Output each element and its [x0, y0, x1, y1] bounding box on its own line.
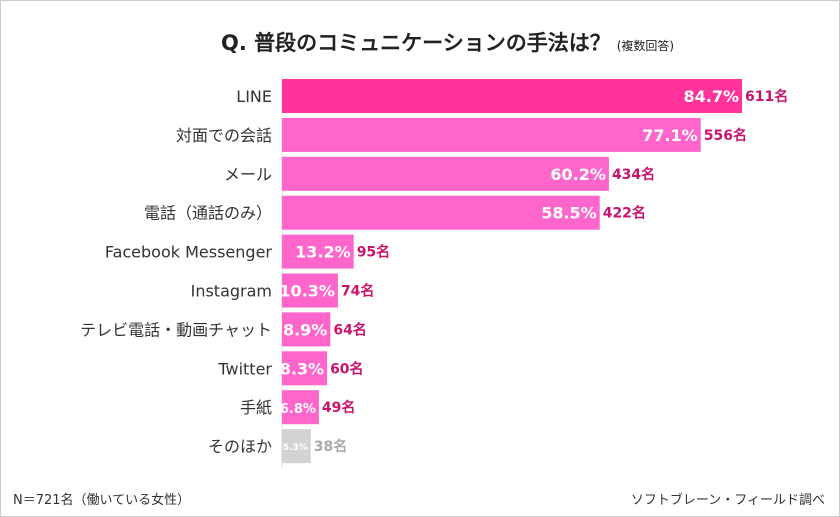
value-label: 10.3% [279, 282, 335, 301]
sample-note: N＝721名（働いている女性） [13, 493, 191, 508]
bar [282, 312, 331, 347]
title-text: Q. 普段のコミュニケーションの手法は？ [221, 31, 611, 55]
bar [282, 117, 701, 152]
value-label: 8.9% [283, 320, 327, 339]
count-label: 38名 [314, 438, 347, 455]
category-label: テレビ電話・動画チャット [80, 320, 272, 339]
count-label: 95名 [357, 244, 390, 261]
bar [282, 273, 338, 308]
count-label: 422名 [603, 205, 646, 222]
category-label: LINE [236, 87, 272, 106]
chart-title: Q. 普段のコミュニケーションの手法は？ (複数回答) [221, 27, 674, 57]
category-label: Facebook Messenger [105, 243, 273, 262]
value-label: 84.7% [683, 87, 739, 106]
category-label: Instagram [191, 282, 272, 301]
value-label: 58.5% [541, 204, 597, 223]
count-label: 60名 [330, 360, 363, 377]
count-label: 611名 [745, 88, 788, 105]
bar [282, 390, 319, 425]
category-label: 電話（通話のみ） [144, 204, 272, 223]
category-label: メール [224, 165, 272, 184]
category-label: Twitter [217, 359, 272, 378]
count-label: 74名 [341, 283, 374, 300]
bar [282, 79, 742, 113]
count-label: 434名 [612, 166, 655, 183]
category-label: 手紙 [240, 398, 272, 417]
bar [282, 234, 354, 269]
bar [282, 351, 328, 386]
category-label: 対面での会話 [176, 126, 272, 145]
chart-subtitle: (複数回答) [616, 39, 675, 53]
value-label: 60.2% [550, 165, 606, 184]
value-label: 13.2% [295, 243, 351, 262]
bar [282, 156, 609, 191]
value-label: 77.1% [642, 126, 698, 145]
count-label: 64名 [333, 321, 366, 338]
value-label: 5.3% [283, 443, 308, 453]
count-label: 49名 [322, 399, 355, 416]
value-label: 6.8% [280, 402, 316, 417]
source-note: ソフトブレーン・フィールド調べ [630, 493, 825, 508]
bar [282, 195, 600, 230]
value-label: 8.3% [280, 359, 324, 378]
category-label: そのほか [208, 437, 272, 456]
count-label: 556名 [704, 127, 747, 144]
bar [282, 429, 311, 464]
